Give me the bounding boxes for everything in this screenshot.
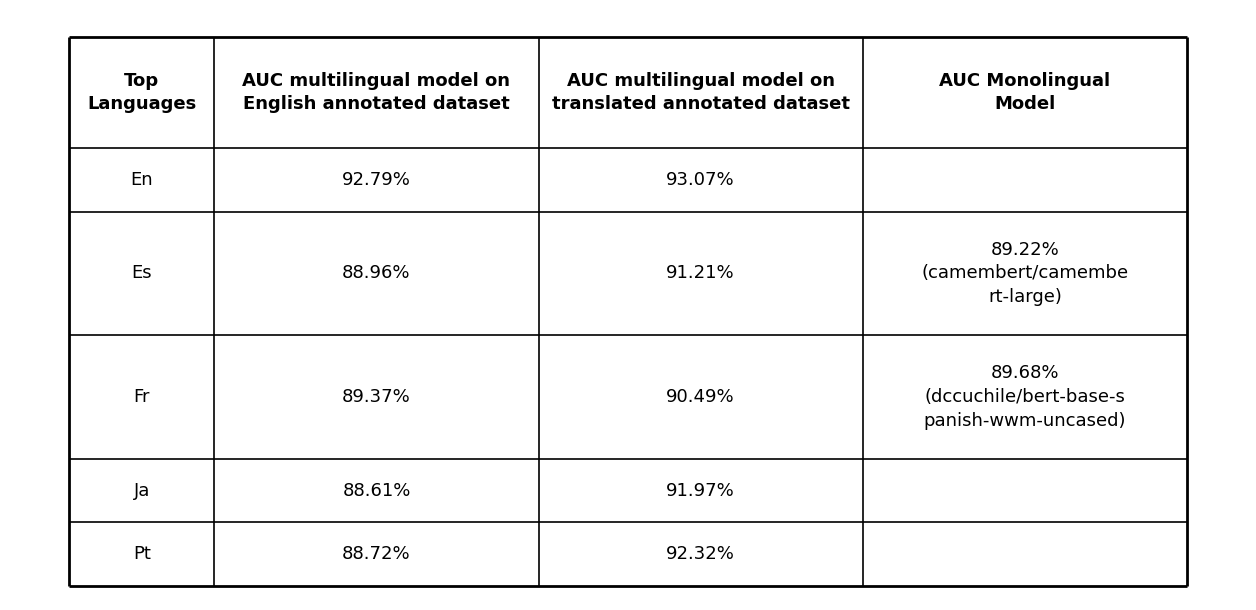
Text: 88.96%: 88.96% [342, 264, 411, 282]
Text: AUC multilingual model on
English annotated dataset: AUC multilingual model on English annota… [242, 71, 510, 113]
Text: 92.32%: 92.32% [666, 545, 735, 563]
Text: 91.97%: 91.97% [666, 481, 735, 500]
Text: Fr: Fr [133, 388, 149, 406]
Text: Pt: Pt [133, 545, 151, 563]
Text: 89.68%
(dccuchile/bert-base-s
panish-wwm-uncased): 89.68% (dccuchile/bert-base-s panish-wwm… [923, 364, 1127, 429]
Text: 90.49%: 90.49% [667, 388, 735, 406]
Text: Es: Es [132, 264, 152, 282]
Text: 93.07%: 93.07% [667, 171, 735, 189]
Text: 88.61%: 88.61% [343, 481, 411, 500]
Text: 91.21%: 91.21% [667, 264, 735, 282]
Text: Top
Languages: Top Languages [87, 71, 196, 113]
Text: 88.72%: 88.72% [342, 545, 411, 563]
Text: En: En [131, 171, 153, 189]
Text: 89.37%: 89.37% [342, 388, 411, 406]
Text: AUC Monolingual
Model: AUC Monolingual Model [939, 71, 1110, 113]
Text: AUC multilingual model on
translated annotated dataset: AUC multilingual model on translated ann… [551, 71, 849, 113]
Bar [69, 37, 1187, 586]
Text: Ja: Ja [133, 481, 149, 500]
Text: 92.79%: 92.79% [342, 171, 411, 189]
Text: 89.22%
(camembert/camembe
rt-large): 89.22% (camembert/camembe rt-large) [921, 241, 1128, 306]
